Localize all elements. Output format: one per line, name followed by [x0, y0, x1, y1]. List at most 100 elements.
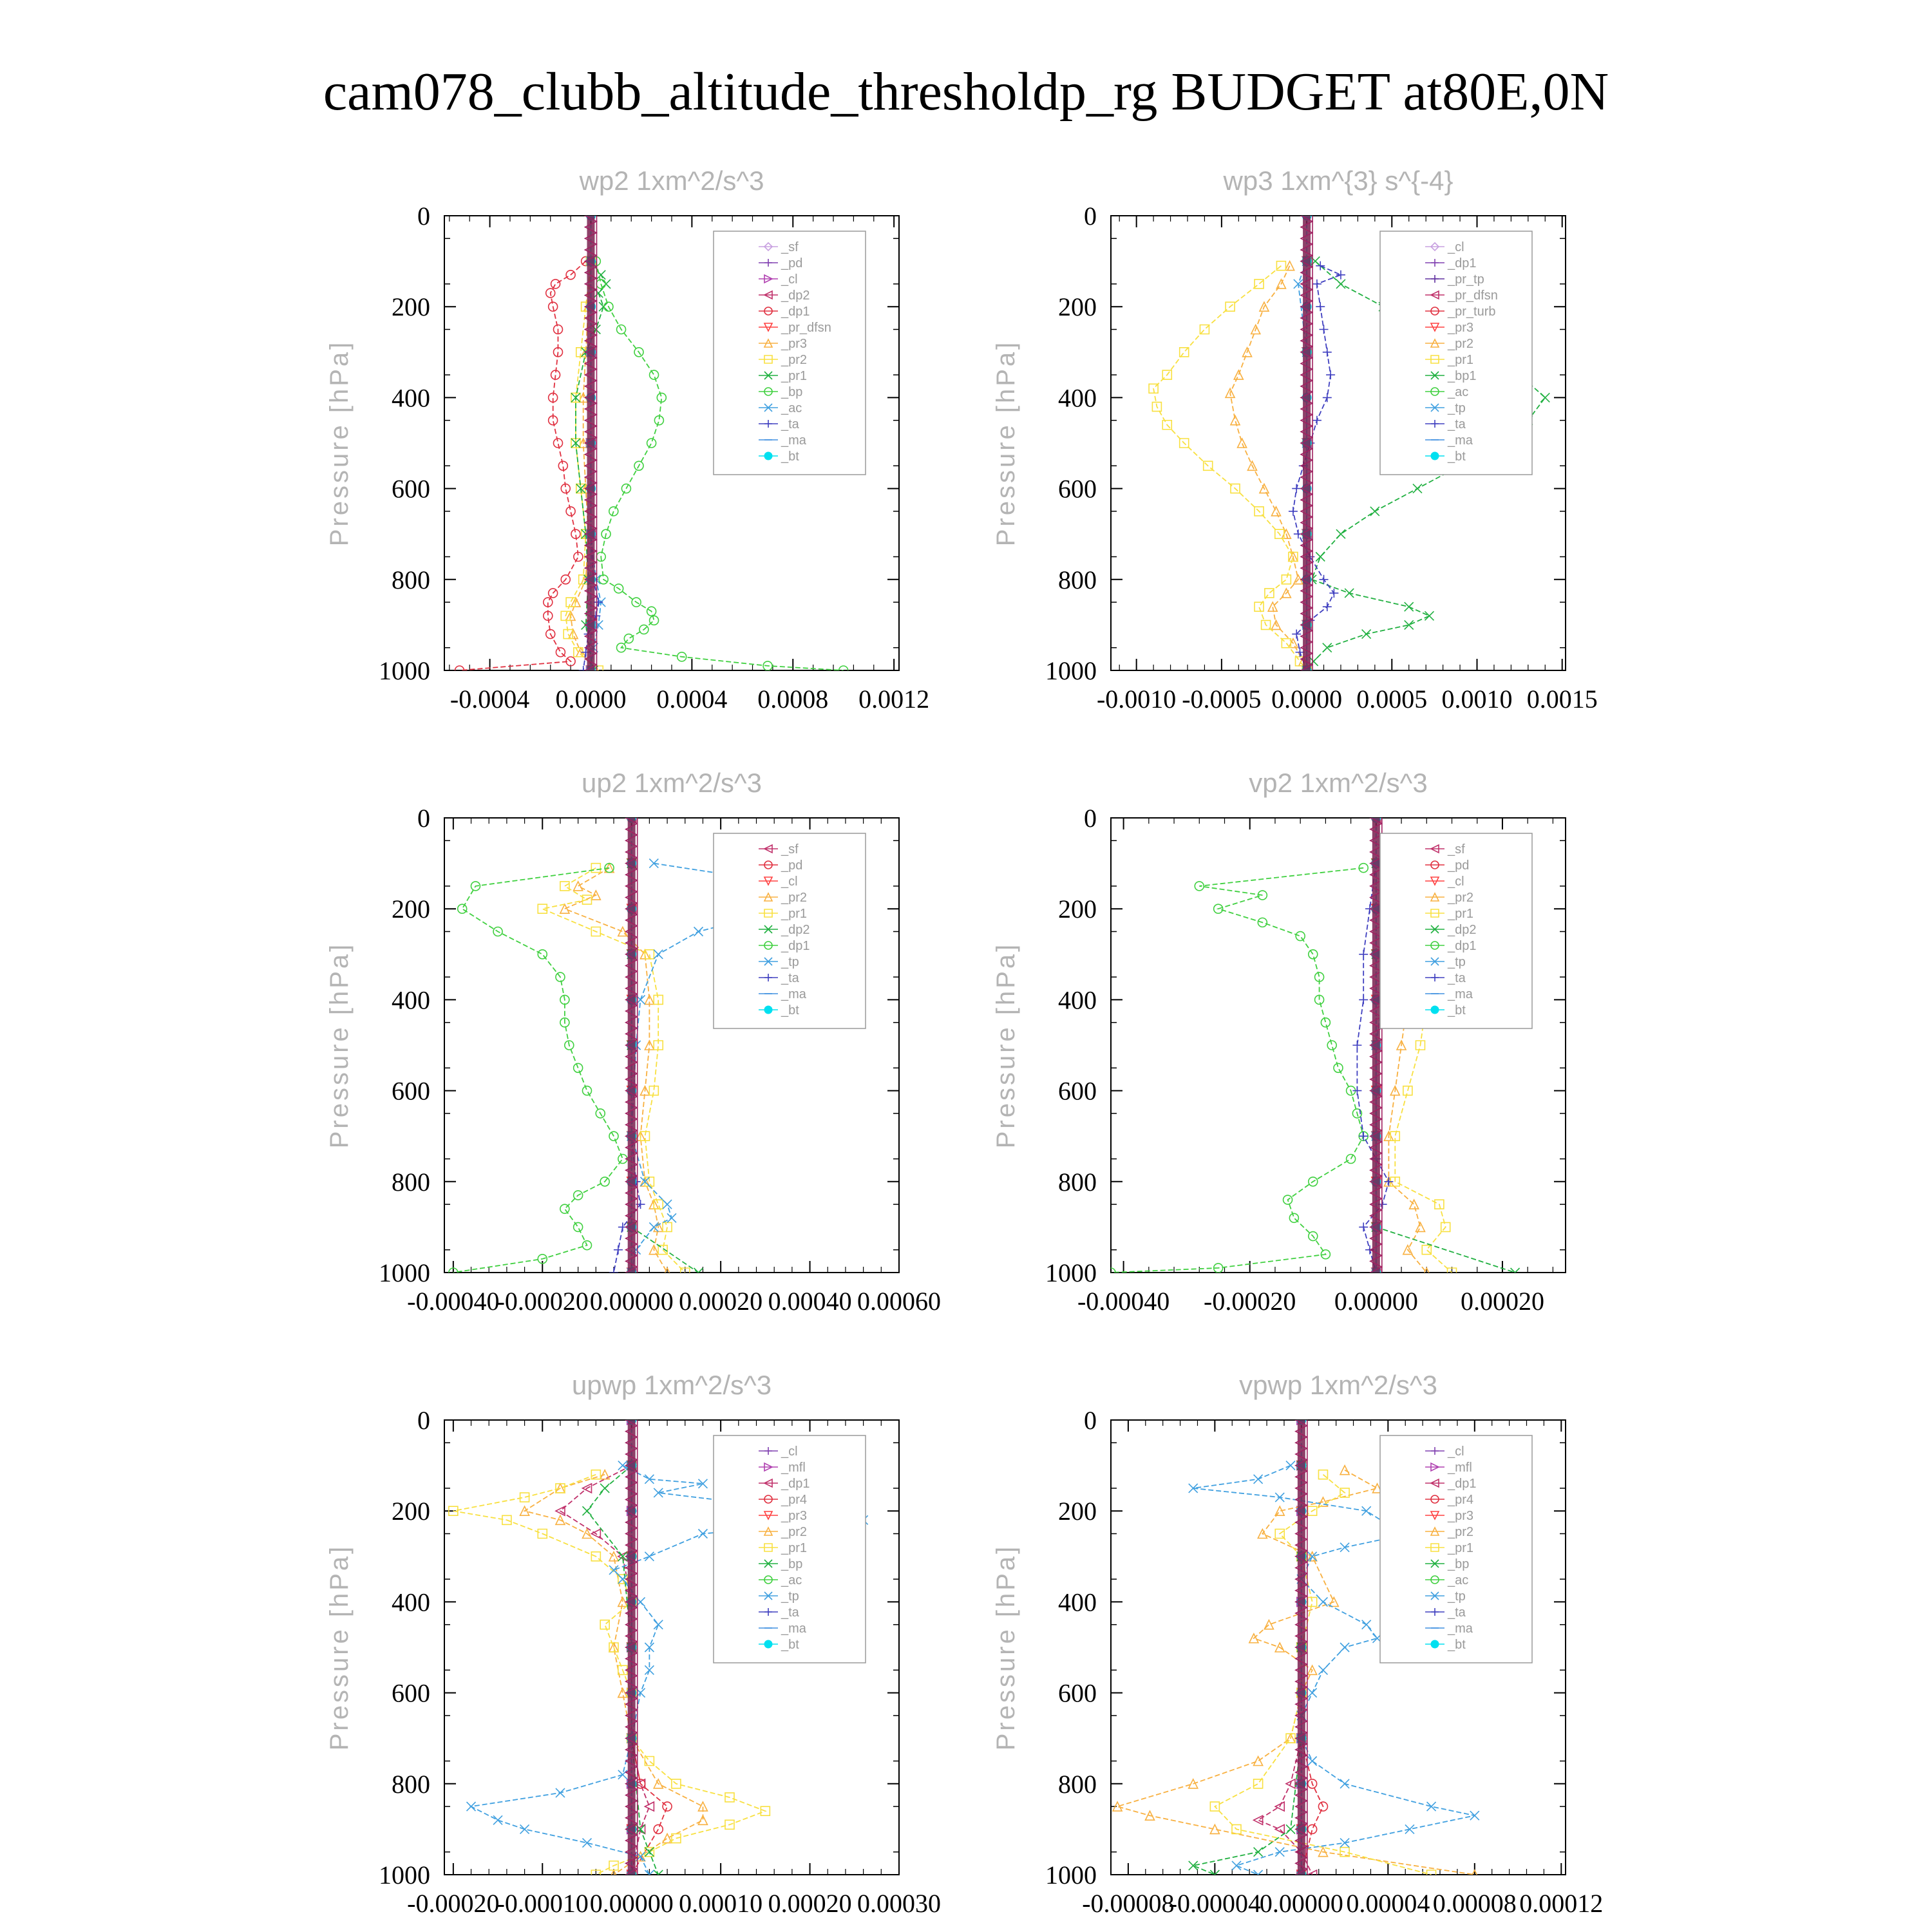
data-point — [573, 551, 583, 562]
data-point — [1352, 1108, 1363, 1119]
data-point — [1426, 1801, 1437, 1812]
zero-marker — [583, 459, 598, 473]
zero-marker — [624, 1436, 638, 1450]
data-point — [667, 1213, 677, 1223]
data-point — [1421, 1244, 1432, 1255]
series-line — [540, 867, 686, 1273]
data-point — [653, 949, 663, 960]
data-point — [1307, 1824, 1318, 1835]
x-tick-label: 0.0010 — [1442, 685, 1513, 714]
panel-title-wp3: wp3 1xm^{3} s^{-4} — [1223, 166, 1454, 196]
data-point — [543, 611, 553, 621]
legend-marker — [764, 1640, 773, 1649]
legend-box — [1379, 231, 1533, 475]
data-point — [1247, 460, 1258, 471]
data-point — [520, 1824, 530, 1834]
data-point — [1307, 1506, 1318, 1516]
zero-marker — [624, 1777, 638, 1791]
zero-marker — [583, 265, 598, 279]
zero-marker — [1294, 1459, 1308, 1472]
zero-marker — [624, 857, 638, 870]
legend-marker — [764, 274, 773, 284]
data-point — [550, 370, 561, 380]
panel-title-vp2: vp2 1xm^2/s^3 — [1249, 768, 1428, 798]
legend: _sf_pd _cl _pr2 _pr1 _dp2 _dp1 _tp _ta _ma _bt — [1379, 833, 1533, 1029]
x-tick-label: -0.00008 — [1082, 1889, 1174, 1918]
legend-marker — [1431, 259, 1439, 267]
data-point — [563, 629, 573, 639]
data-point — [616, 324, 627, 335]
data-point — [571, 438, 581, 448]
data-point — [634, 346, 644, 357]
legend-marker — [763, 876, 773, 886]
legend-entry: _pr2 — [781, 1525, 807, 1539]
data-point — [1322, 643, 1332, 653]
y-tick-label: 0 — [417, 804, 430, 833]
zero-marker — [624, 1447, 638, 1461]
data-point — [1318, 1665, 1329, 1675]
zero-marker — [1369, 818, 1383, 825]
data-point — [1285, 1733, 1296, 1743]
data-point — [1295, 931, 1305, 942]
zero-marker — [1294, 1823, 1308, 1836]
zero-marker — [1369, 1129, 1383, 1143]
data-point — [571, 392, 581, 403]
zero-marker — [1300, 470, 1313, 484]
data-point — [609, 1642, 619, 1653]
y-tick-label: 200 — [392, 895, 430, 923]
legend-marker — [764, 259, 772, 267]
y-tick-label: 1000 — [379, 656, 430, 685]
data-point — [1281, 574, 1292, 585]
legend-marker — [763, 1511, 773, 1520]
y-tick-label: 400 — [1058, 1587, 1097, 1616]
data-point — [634, 460, 644, 471]
zero-marker — [1294, 1731, 1308, 1745]
zero-marker — [583, 413, 598, 427]
legend-entry: _cl — [781, 272, 798, 287]
series-line — [1111, 867, 1365, 1273]
legend-entry: _pr2 — [1447, 337, 1473, 351]
data-point — [1318, 1596, 1329, 1607]
zero-marker — [1300, 607, 1313, 621]
zero-marker — [583, 243, 598, 257]
zero-marker — [1294, 1420, 1308, 1427]
data-point — [653, 1620, 663, 1630]
legend-entry: _pr3 — [1447, 1509, 1473, 1523]
data-point — [631, 597, 641, 607]
data-point — [1389, 1084, 1401, 1096]
zero-marker — [583, 436, 598, 450]
data-point — [519, 1492, 530, 1502]
data-point — [1307, 1551, 1318, 1562]
x-tick-label: -0.0005 — [1182, 685, 1261, 714]
zero-marker — [1300, 334, 1313, 348]
data-point — [1434, 1199, 1444, 1209]
zero-marker — [1294, 1584, 1308, 1598]
legend-entry: _pr_dfsn — [781, 321, 831, 335]
zero-marker — [1369, 1265, 1383, 1273]
data-point — [1274, 1505, 1285, 1516]
data-point — [1307, 1231, 1318, 1242]
data-point — [559, 903, 571, 914]
x-tick-label: -0.00040 — [1077, 1287, 1170, 1316]
legend-marker — [764, 909, 773, 918]
legend-marker — [1431, 1608, 1439, 1616]
data-point — [1372, 1482, 1383, 1493]
legend: _cl _mfl _dp1 _pr4 _pr3 _pr2 _pr1 _bp _ac _tp_ta _… — [713, 1435, 866, 1663]
data-point — [697, 1528, 708, 1539]
zero-marker — [1300, 538, 1313, 553]
data-point — [1274, 1528, 1285, 1539]
data-point — [554, 1505, 565, 1517]
data-point — [1252, 1814, 1264, 1826]
x-tick-label: -0.00020 — [1204, 1287, 1296, 1316]
zero-marker — [624, 1197, 638, 1211]
legend-entry: _pd — [1447, 858, 1469, 873]
data-point — [762, 661, 773, 670]
data-point — [573, 880, 583, 891]
zero-marker — [624, 1663, 638, 1677]
x-tick-label: -0.00004 — [1169, 1889, 1261, 1918]
data-point — [576, 484, 586, 494]
zero-marker — [624, 1857, 638, 1870]
data-point — [573, 1190, 583, 1200]
data-point — [1412, 484, 1423, 494]
legend-marker — [1430, 1005, 1439, 1014]
